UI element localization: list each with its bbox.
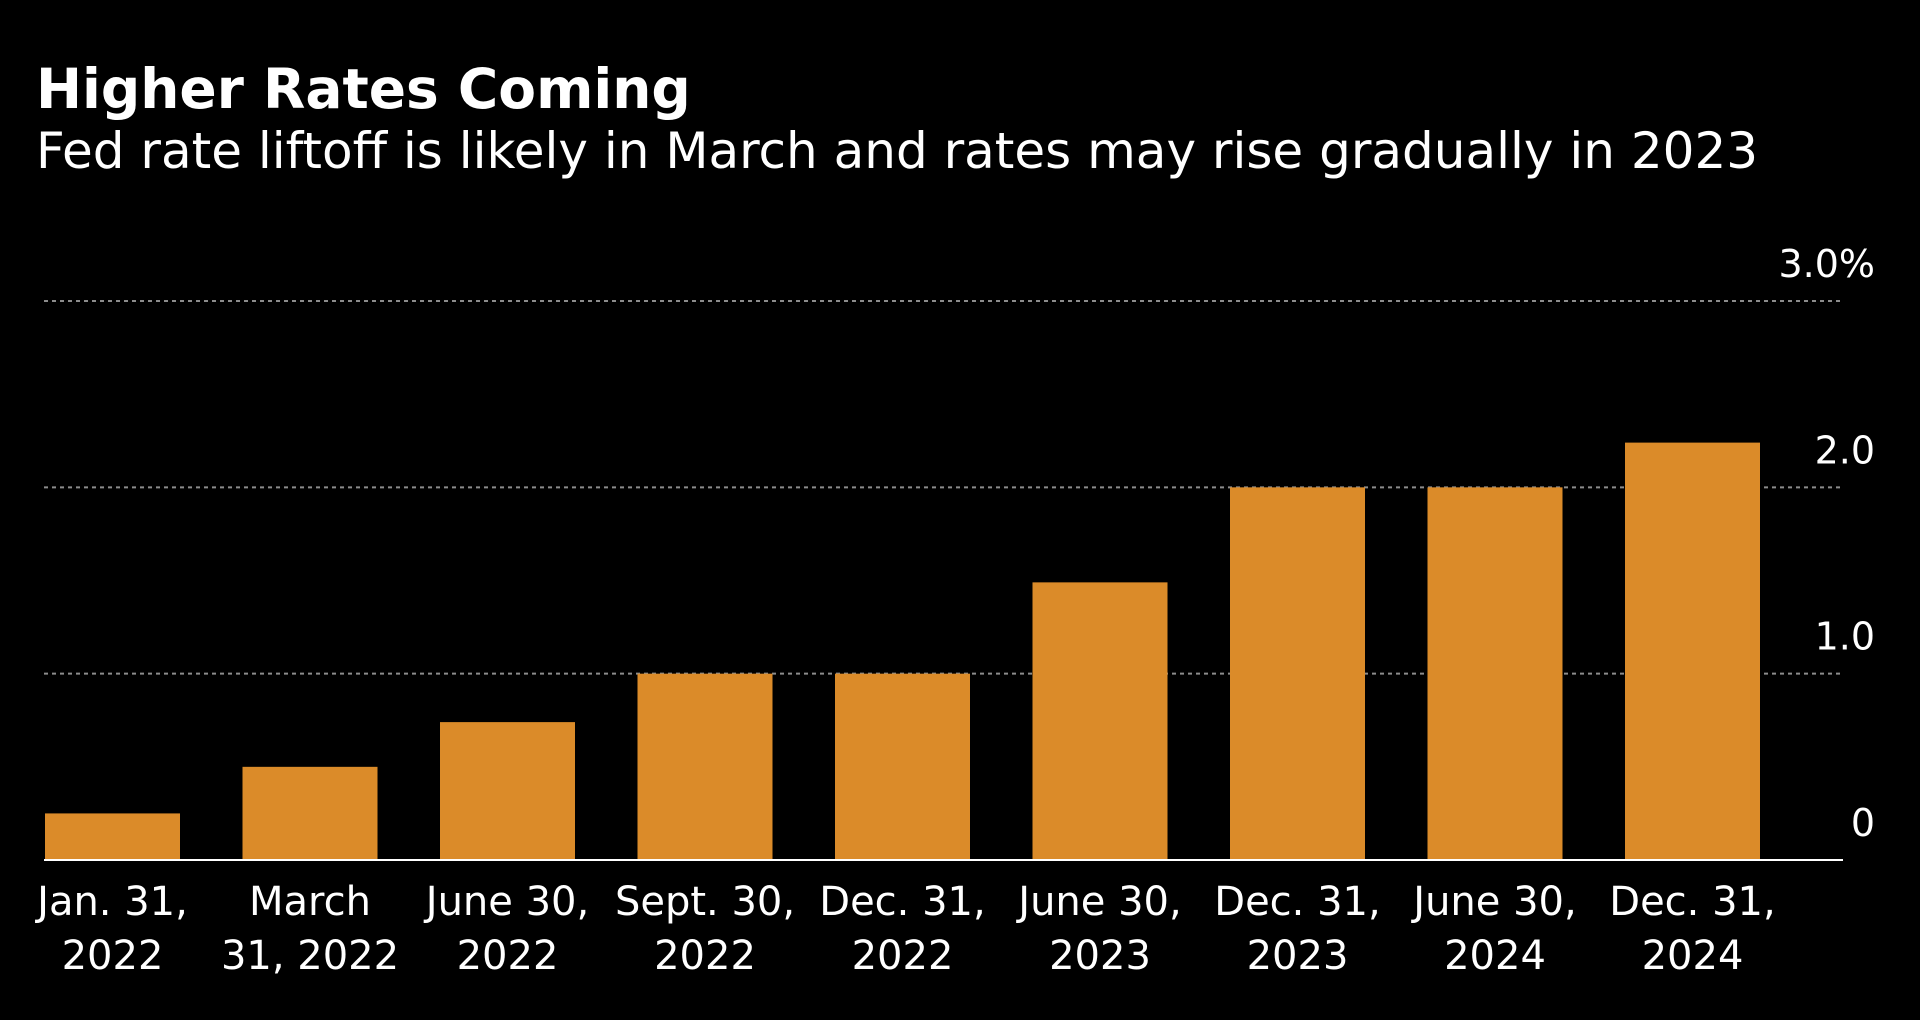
x-tick-label: 2024: [1444, 933, 1546, 979]
y-tick-label: 0: [1851, 801, 1875, 845]
bar: [1625, 442, 1760, 860]
bar: [242, 766, 378, 860]
x-tick-label: 2022: [457, 933, 559, 979]
y-tick-label: 2.0: [1815, 428, 1875, 472]
bar: [45, 813, 180, 860]
y-tick-label: 1.0: [1815, 615, 1875, 659]
chart-subtitle: Fed rate liftoff is likely in March and …: [36, 122, 1759, 180]
x-tick-label: Sept. 30,: [615, 879, 795, 925]
x-tick-label: 31, 2022: [221, 933, 399, 979]
gridlines: [44, 300, 1843, 675]
x-tick-label: June 30,: [423, 879, 589, 925]
x-tick-label: 2022: [654, 933, 756, 979]
x-tick-label: June 30,: [1015, 879, 1181, 925]
x-tick-label: March: [249, 879, 371, 925]
x-tick-label: 2024: [1642, 933, 1744, 979]
x-tick-label: 2022: [852, 933, 954, 979]
x-tick-label: 2022: [62, 933, 164, 979]
x-tick-label: Dec. 31,: [1214, 879, 1380, 925]
bar: [1032, 582, 1168, 860]
x-tick-label: June 30,: [1410, 879, 1576, 925]
x-tick-label: Dec. 31,: [1609, 879, 1775, 925]
bar: [1230, 487, 1365, 860]
x-tick-label: Dec. 31,: [819, 879, 985, 925]
x-tick-label: Jan. 31,: [34, 879, 188, 925]
bar: [835, 673, 970, 860]
bars: [45, 442, 1760, 860]
y-tick-label: 3.0%: [1778, 242, 1875, 286]
y-axis-tick-labels: 0 1.0 2.0 3.0%: [1778, 242, 1875, 845]
x-tick-label: 2023: [1049, 933, 1151, 979]
x-axis-tick-labels: Jan. 31, 2022 March 31, 2022 June 30, 2022 Sep…: [34, 879, 1776, 979]
x-tick-label: 2023: [1247, 933, 1349, 979]
bar: [637, 673, 773, 860]
chart-title: Higher Rates Coming: [36, 57, 691, 121]
bar: [1427, 487, 1563, 860]
bar: [440, 722, 575, 860]
